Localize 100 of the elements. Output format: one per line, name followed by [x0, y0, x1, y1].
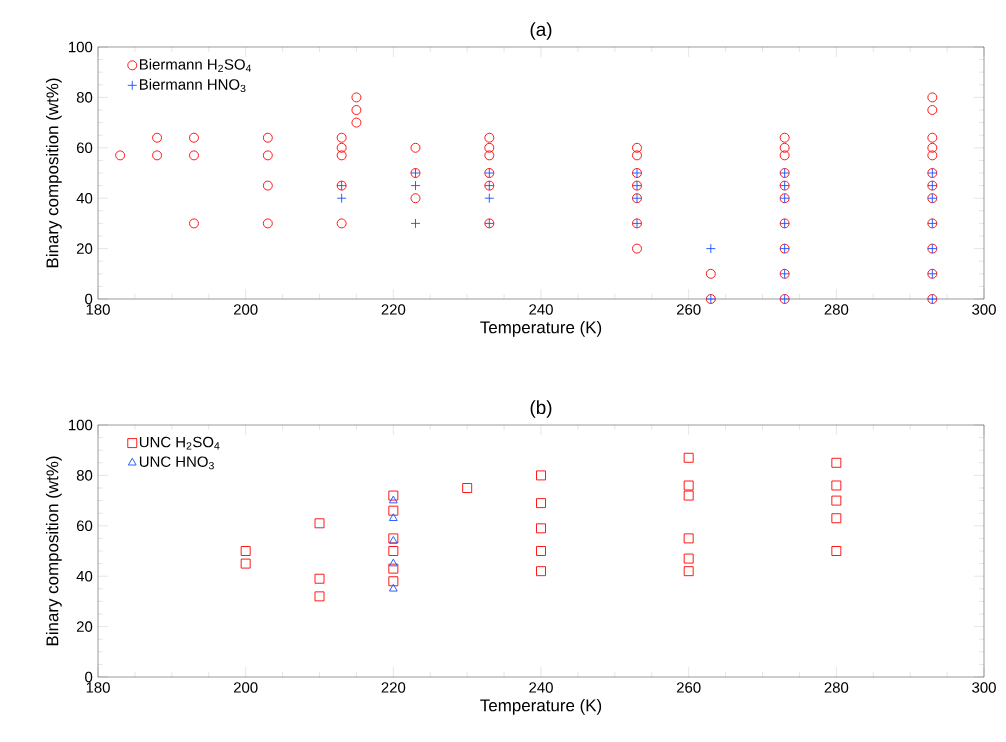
point: [683, 480, 694, 491]
point: [632, 142, 642, 153]
point: [927, 150, 938, 161]
point: [927, 132, 938, 143]
point: [115, 150, 126, 161]
y-axis-title: Binary composition (wt%): [45, 456, 62, 646]
point: [779, 150, 790, 161]
point: [705, 268, 716, 279]
x-tick-label: 180: [86, 682, 110, 693]
point: [410, 180, 421, 191]
point: [831, 495, 842, 506]
x-tick-label: 280: [824, 304, 849, 315]
y-tick-label: 60: [76, 142, 93, 154]
point: [927, 142, 938, 153]
y-tick-label: 0: [85, 671, 93, 683]
legend-label: Biermann HNO$_{3}$: [139, 78, 246, 93]
point: [536, 523, 546, 534]
x-axis-title: Temperature (K): [480, 698, 602, 715]
point: [336, 218, 347, 229]
point: [410, 218, 421, 229]
legend-label: Biermann H$_{2}$SO$_{4}$: [139, 58, 252, 72]
point: [262, 180, 273, 191]
point: [189, 218, 199, 229]
point: [262, 150, 273, 161]
y-axis-title: Binary composition (wt%): [45, 78, 62, 268]
y-tick-label: 80: [76, 92, 93, 103]
point: [152, 132, 163, 143]
x-tick-label: 240: [529, 682, 553, 693]
point: [388, 505, 399, 516]
y-tick-label: 40: [76, 192, 93, 204]
point: [388, 490, 399, 501]
point: [831, 457, 842, 468]
y-tick-label: 60: [76, 520, 93, 532]
point: [927, 92, 938, 103]
x-tick-label: 200: [233, 304, 258, 315]
x-tick-label: 180: [86, 304, 110, 315]
chart-title: (a): [530, 22, 552, 40]
point: [388, 513, 398, 521]
point: [388, 563, 399, 574]
x-tick-label: 300: [972, 682, 996, 693]
point: [536, 470, 546, 481]
point: [831, 546, 842, 556]
point: [705, 243, 716, 254]
point: [388, 546, 399, 556]
point: [240, 546, 251, 556]
point: [262, 132, 273, 143]
x-tick-label: 220: [381, 304, 406, 315]
point: [336, 142, 347, 153]
point: [484, 193, 495, 204]
x-tick-label: 280: [824, 682, 849, 693]
point: [927, 105, 938, 115]
point: [632, 150, 642, 161]
point: [388, 576, 399, 587]
point: [314, 518, 325, 529]
y-tick-label: 100: [69, 41, 93, 53]
point: [336, 193, 347, 204]
point: [314, 591, 325, 602]
point: [536, 566, 546, 577]
x-axis-title: Temperature (K): [480, 320, 602, 337]
chart-title: (b): [530, 400, 552, 418]
y-tick-label: 0: [85, 293, 93, 305]
point: [484, 150, 495, 161]
point: [484, 142, 495, 153]
x-tick-label: 220: [381, 682, 406, 693]
y-tick-label: 20: [76, 243, 93, 254]
point: [388, 495, 398, 504]
point: [683, 533, 694, 544]
point: [410, 193, 421, 204]
point: [336, 132, 347, 143]
point: [831, 480, 842, 491]
y-tick-label: 40: [76, 570, 93, 582]
x-tick-label: 240: [529, 304, 553, 315]
point: [388, 583, 398, 592]
point: [351, 117, 362, 128]
point: [351, 105, 362, 115]
point: [683, 566, 694, 577]
y-tick-label: 80: [76, 470, 93, 481]
point: [484, 132, 495, 143]
point: [536, 498, 546, 509]
x-tick-label: 260: [676, 304, 701, 315]
point: [388, 558, 398, 567]
x-tick-label: 260: [676, 682, 701, 693]
y-tick-label: 100: [69, 419, 93, 431]
point: [351, 92, 362, 103]
point: [683, 553, 694, 564]
point: [779, 142, 790, 153]
point: [683, 490, 694, 501]
point: [189, 150, 199, 161]
point: [189, 132, 199, 143]
point: [410, 142, 421, 153]
point: [152, 150, 163, 161]
point: [831, 513, 842, 524]
point: [779, 132, 790, 143]
legend-label: UNC H$_{2}$SO$_{4}$: [139, 436, 220, 450]
point: [314, 573, 325, 584]
x-tick-label: 200: [233, 682, 258, 693]
legend-label: UNC HNO$_{3}$: [139, 456, 214, 470]
point: [336, 150, 347, 161]
point: [240, 558, 251, 569]
y-tick-label: 20: [76, 621, 93, 632]
